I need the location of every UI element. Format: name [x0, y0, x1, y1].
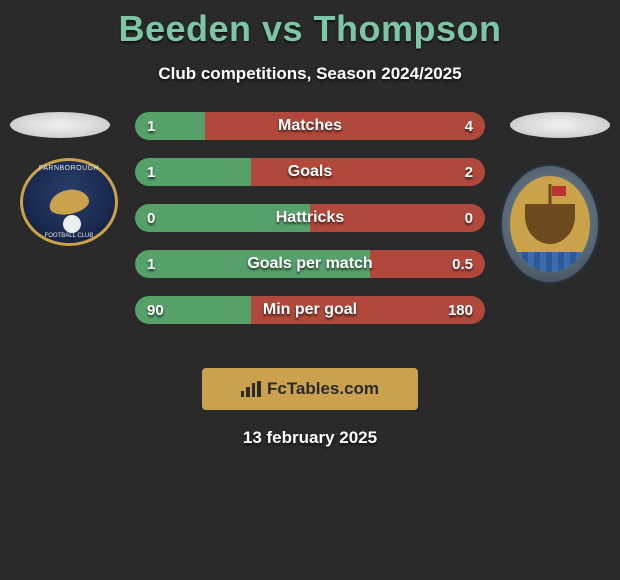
stat-label: Min per goal [135, 296, 485, 324]
player-shadow-left [10, 112, 110, 138]
comparison-stage: FARNBOROUGH FOOTBALL CLUB Matches14Goals… [0, 112, 620, 342]
stat-value-right: 4 [453, 112, 485, 140]
stat-row: Goals1 2 [135, 158, 485, 186]
stat-row: Min per goal90 180 [135, 296, 485, 324]
page-subtitle: Club competitions, Season 2024/2025 [0, 64, 620, 84]
stat-row: Hattricks0 0 [135, 204, 485, 232]
stat-label: Matches [135, 112, 485, 140]
stat-label: Hattricks [135, 204, 485, 232]
player-shadow-right [510, 112, 610, 138]
page-title: Beeden vs Thompson [0, 0, 620, 50]
weymouth-fc-badge [500, 164, 600, 284]
stat-value-right: 180 [436, 296, 485, 324]
stat-value-right: 0 [453, 204, 485, 232]
stat-row: Goals per match1 0.5 [135, 250, 485, 278]
credit-badge: FcTables.com [202, 368, 418, 410]
farnborough-fc-badge: FARNBOROUGH FOOTBALL CLUB [20, 158, 118, 246]
stat-row: Matches1 4 [135, 112, 485, 140]
date-label: 13 february 2025 [0, 428, 620, 448]
stat-value-right: 0.5 [440, 250, 485, 278]
stat-label: Goals per match [135, 250, 485, 278]
stat-value-left: 1 [135, 112, 167, 140]
credit-text: FcTables.com [267, 379, 379, 399]
stat-value-right: 2 [453, 158, 485, 186]
stat-value-left: 90 [135, 296, 176, 324]
stat-value-left: 1 [135, 158, 167, 186]
stat-bars: Matches14Goals12Hattricks00Goals per mat… [135, 112, 485, 342]
bar-chart-icon [241, 381, 261, 397]
stat-value-left: 0 [135, 204, 167, 232]
stat-label: Goals [135, 158, 485, 186]
stat-value-left: 1 [135, 250, 167, 278]
